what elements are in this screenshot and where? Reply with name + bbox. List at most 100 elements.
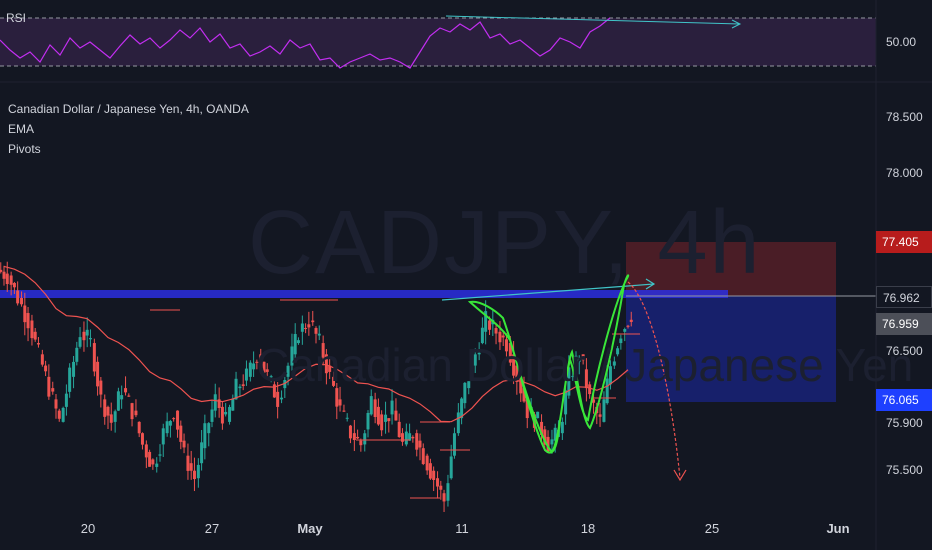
indicator-pivots-label[interactable]: Pivots — [8, 142, 41, 156]
candle-body — [20, 298, 24, 305]
projection-arrow-head — [673, 469, 687, 482]
candle-body — [272, 384, 276, 398]
candle-body — [363, 433, 367, 445]
candle-body — [411, 436, 415, 439]
candle-body — [504, 339, 508, 352]
candle-body — [113, 411, 117, 422]
candle-body — [376, 406, 380, 425]
date-tick-11: 11 — [455, 521, 469, 536]
candle-body — [314, 328, 318, 334]
candle-body — [64, 393, 68, 407]
candle-body — [425, 455, 429, 471]
candle-body — [359, 440, 363, 446]
candle-body — [2, 271, 6, 279]
candle-body — [151, 459, 155, 465]
stop-loss-price-tag: 77.405 — [876, 231, 932, 253]
date-tick-may: May — [297, 521, 323, 536]
candle-body — [352, 433, 356, 441]
candle-body — [623, 329, 627, 332]
symbol-title[interactable]: Canadian Dollar / Japanese Yen, 4h, OAND… — [8, 102, 249, 116]
candle-body — [307, 324, 311, 328]
candle-body — [394, 410, 398, 421]
candle-body — [463, 382, 467, 404]
candle-body — [213, 394, 217, 411]
candle-body — [519, 376, 523, 394]
candle-body — [265, 369, 269, 372]
candle-body — [96, 361, 100, 387]
price-tick-76500: 76.500 — [886, 344, 923, 358]
candle-body — [300, 323, 304, 332]
candle-body — [390, 400, 394, 415]
candle-body — [369, 396, 373, 415]
take-profit-zone — [626, 296, 836, 402]
candle-body — [158, 454, 162, 456]
candle-body — [584, 369, 588, 389]
candle-body — [400, 433, 404, 442]
candle-body — [452, 433, 456, 456]
candle-body — [397, 421, 401, 438]
candle-body — [345, 417, 349, 419]
projection-arrow-path — [627, 281, 681, 479]
candle-body — [68, 367, 72, 392]
candle-body — [404, 431, 408, 445]
rsi-level-tick: 50.00 — [886, 35, 917, 49]
candle-body — [380, 414, 384, 431]
rsi-divergence-line — [445, 15, 741, 25]
rsi-band — [0, 18, 876, 66]
candle-body — [92, 343, 96, 372]
candle-body — [241, 384, 245, 387]
candle-body — [26, 313, 30, 329]
candle-body — [54, 399, 58, 409]
candle-body — [16, 290, 20, 304]
candle-body — [255, 361, 259, 363]
candle-body — [348, 425, 352, 439]
candle-body — [432, 470, 436, 480]
candle-body — [602, 399, 606, 422]
candle-body — [231, 398, 235, 411]
candle-body — [626, 325, 630, 327]
candle-body — [501, 335, 505, 338]
candle-body — [460, 398, 464, 419]
candle-body — [286, 365, 290, 377]
candle-body — [75, 347, 79, 362]
candle-body — [470, 361, 474, 377]
candle-body — [335, 388, 339, 407]
date-tick-jun: Jun — [826, 521, 850, 536]
candle-body — [203, 423, 207, 449]
candle-body — [477, 352, 481, 355]
candle-body — [252, 363, 256, 370]
candle-body — [446, 483, 450, 501]
candle-body — [72, 361, 76, 377]
candle-body — [47, 376, 51, 397]
last-price-tag: 76.959 — [876, 313, 932, 335]
date-tick-27: 27 — [204, 521, 220, 536]
date-tick-20: 20 — [80, 521, 96, 536]
candle-body — [321, 343, 325, 358]
candle-body — [304, 328, 308, 330]
indicator-ema-label[interactable]: EMA — [8, 122, 35, 136]
candle-body — [619, 338, 623, 344]
candle-body — [120, 395, 124, 400]
candle-body — [384, 414, 388, 422]
candle-body — [168, 420, 172, 426]
candle-body — [0, 269, 3, 272]
candle-body — [332, 376, 336, 386]
candle-body — [612, 361, 616, 366]
candle-body — [567, 367, 571, 396]
candle-body — [116, 391, 120, 411]
candle-body — [44, 365, 48, 372]
candle-body — [629, 319, 633, 322]
rsi-label[interactable]: RSI — [6, 11, 27, 25]
candle-body — [536, 411, 540, 419]
candle-body — [373, 399, 377, 418]
candle-body — [106, 406, 110, 416]
candle-body — [290, 346, 294, 366]
candle-body — [338, 399, 342, 406]
take-profit-price-tag: 76.065 — [876, 389, 932, 411]
candle-body — [560, 421, 564, 434]
candle-body — [598, 414, 602, 417]
candle-body — [137, 421, 141, 434]
pivot-lines — [150, 299, 640, 499]
candle-body — [51, 388, 55, 392]
